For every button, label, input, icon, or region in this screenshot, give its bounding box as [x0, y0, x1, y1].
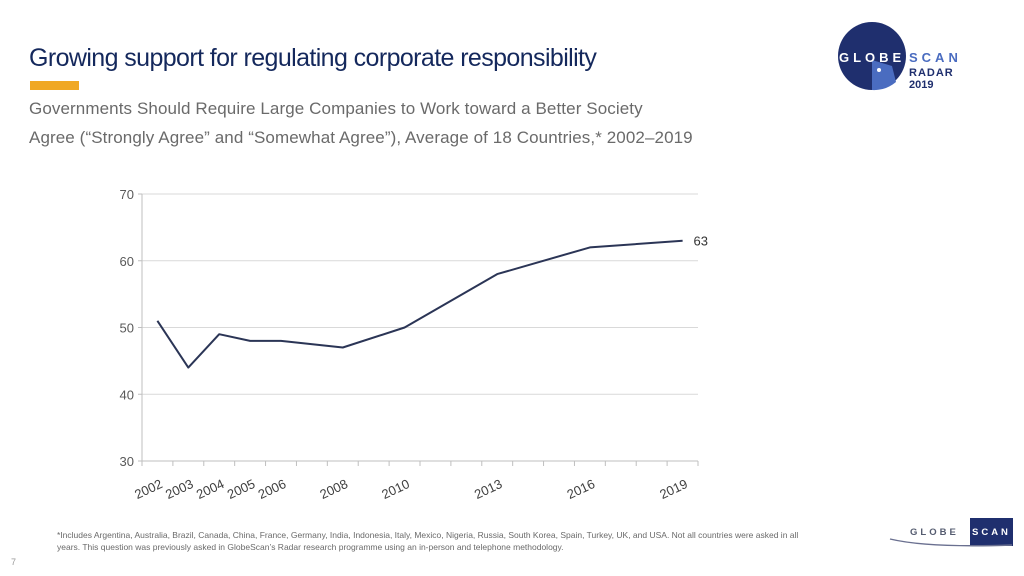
x-tick-label: 2016	[565, 476, 598, 502]
chart-description: Agree (“Strongly Agree” and “Somewhat Ag…	[29, 128, 693, 147]
series-line	[156, 239, 683, 369]
title-accent-bar	[30, 81, 79, 90]
x-tick-label: 2006	[256, 476, 289, 502]
x-tick-label: 2004	[194, 476, 227, 502]
x-tick-label: 2019	[657, 476, 690, 502]
x-tick-label: 2008	[317, 476, 350, 502]
slide-title: Growing support for regulating corporate…	[29, 44, 597, 72]
globescan-logo: GLOBE SCAN	[889, 518, 1013, 547]
logo-radar-text: RADAR	[909, 67, 954, 79]
y-tick-label: 30	[120, 454, 134, 469]
logo-word-globe: GLOBE	[839, 50, 905, 65]
logo-radar-sweep	[872, 60, 896, 91]
x-tick-label: 2010	[379, 476, 412, 502]
logo-word-scan: SCAN	[909, 50, 962, 65]
globescan-radar-logo: GLOBE SCAN RADAR 2019	[838, 22, 962, 91]
series-layer: 63	[156, 234, 708, 369]
logo-swoosh	[889, 538, 1013, 547]
end-data-label: 63	[694, 234, 708, 249]
logo-word-globe: GLOBE	[910, 527, 959, 538]
footnote: *Includes Argentina, Australia, Brazil, …	[57, 530, 799, 552]
y-tick-label: 50	[120, 321, 134, 336]
y-tick-labels: 30 40 50 60 70	[120, 187, 134, 469]
logo-box	[970, 518, 1013, 546]
y-tick-label: 40	[120, 387, 134, 402]
x-tick-label: 2005	[225, 476, 258, 502]
x-tick-label: 2013	[472, 476, 505, 502]
gridlines	[142, 193, 698, 395]
chart-subtitle: Governments Should Require Large Compani…	[29, 99, 643, 118]
page-number: 7	[11, 557, 17, 567]
x-tick-label: 2003	[163, 476, 196, 502]
y-tick-label: 70	[120, 187, 134, 202]
x-tick-label: 2002	[132, 476, 165, 502]
logo-radar-dot	[877, 68, 881, 72]
logo-year-text: 2019	[909, 79, 933, 91]
logo-word-scan: SCAN	[972, 527, 1011, 538]
axes	[138, 193, 699, 466]
y-tick-label: 60	[120, 254, 134, 269]
